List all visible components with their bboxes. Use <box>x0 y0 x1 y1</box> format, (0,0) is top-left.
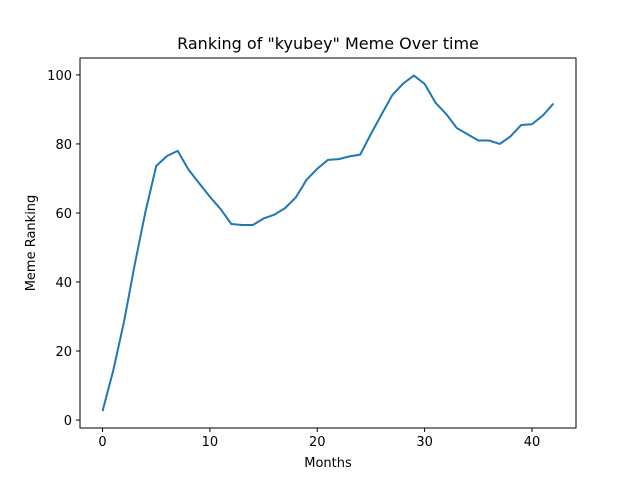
axes-frame <box>79 57 577 429</box>
x-tick-label: 0 <box>98 435 106 450</box>
y-axis-label: Meme Ranking <box>24 195 39 292</box>
y-tick-label: 60 <box>55 207 72 222</box>
x-axis: 0 10 20 30 40 <box>98 428 540 450</box>
y-tick-label: 40 <box>55 276 72 291</box>
y-axis: 0 20 40 60 80 100 <box>47 69 80 429</box>
y-tick-label: 100 <box>47 69 72 84</box>
y-tick-label: 80 <box>55 138 72 153</box>
x-tick-label: 10 <box>202 435 219 450</box>
y-tick-label: 0 <box>64 414 72 429</box>
x-tick-label: 20 <box>309 435 326 450</box>
x-tick-label: 30 <box>416 435 433 450</box>
x-axis-label: Months <box>304 456 352 471</box>
plot-area <box>101 74 555 412</box>
series-line <box>101 74 555 412</box>
chart-title: Ranking of "kyubey" Meme Over time <box>177 34 479 53</box>
y-tick-label: 20 <box>55 345 72 360</box>
x-tick-label: 40 <box>524 435 541 450</box>
